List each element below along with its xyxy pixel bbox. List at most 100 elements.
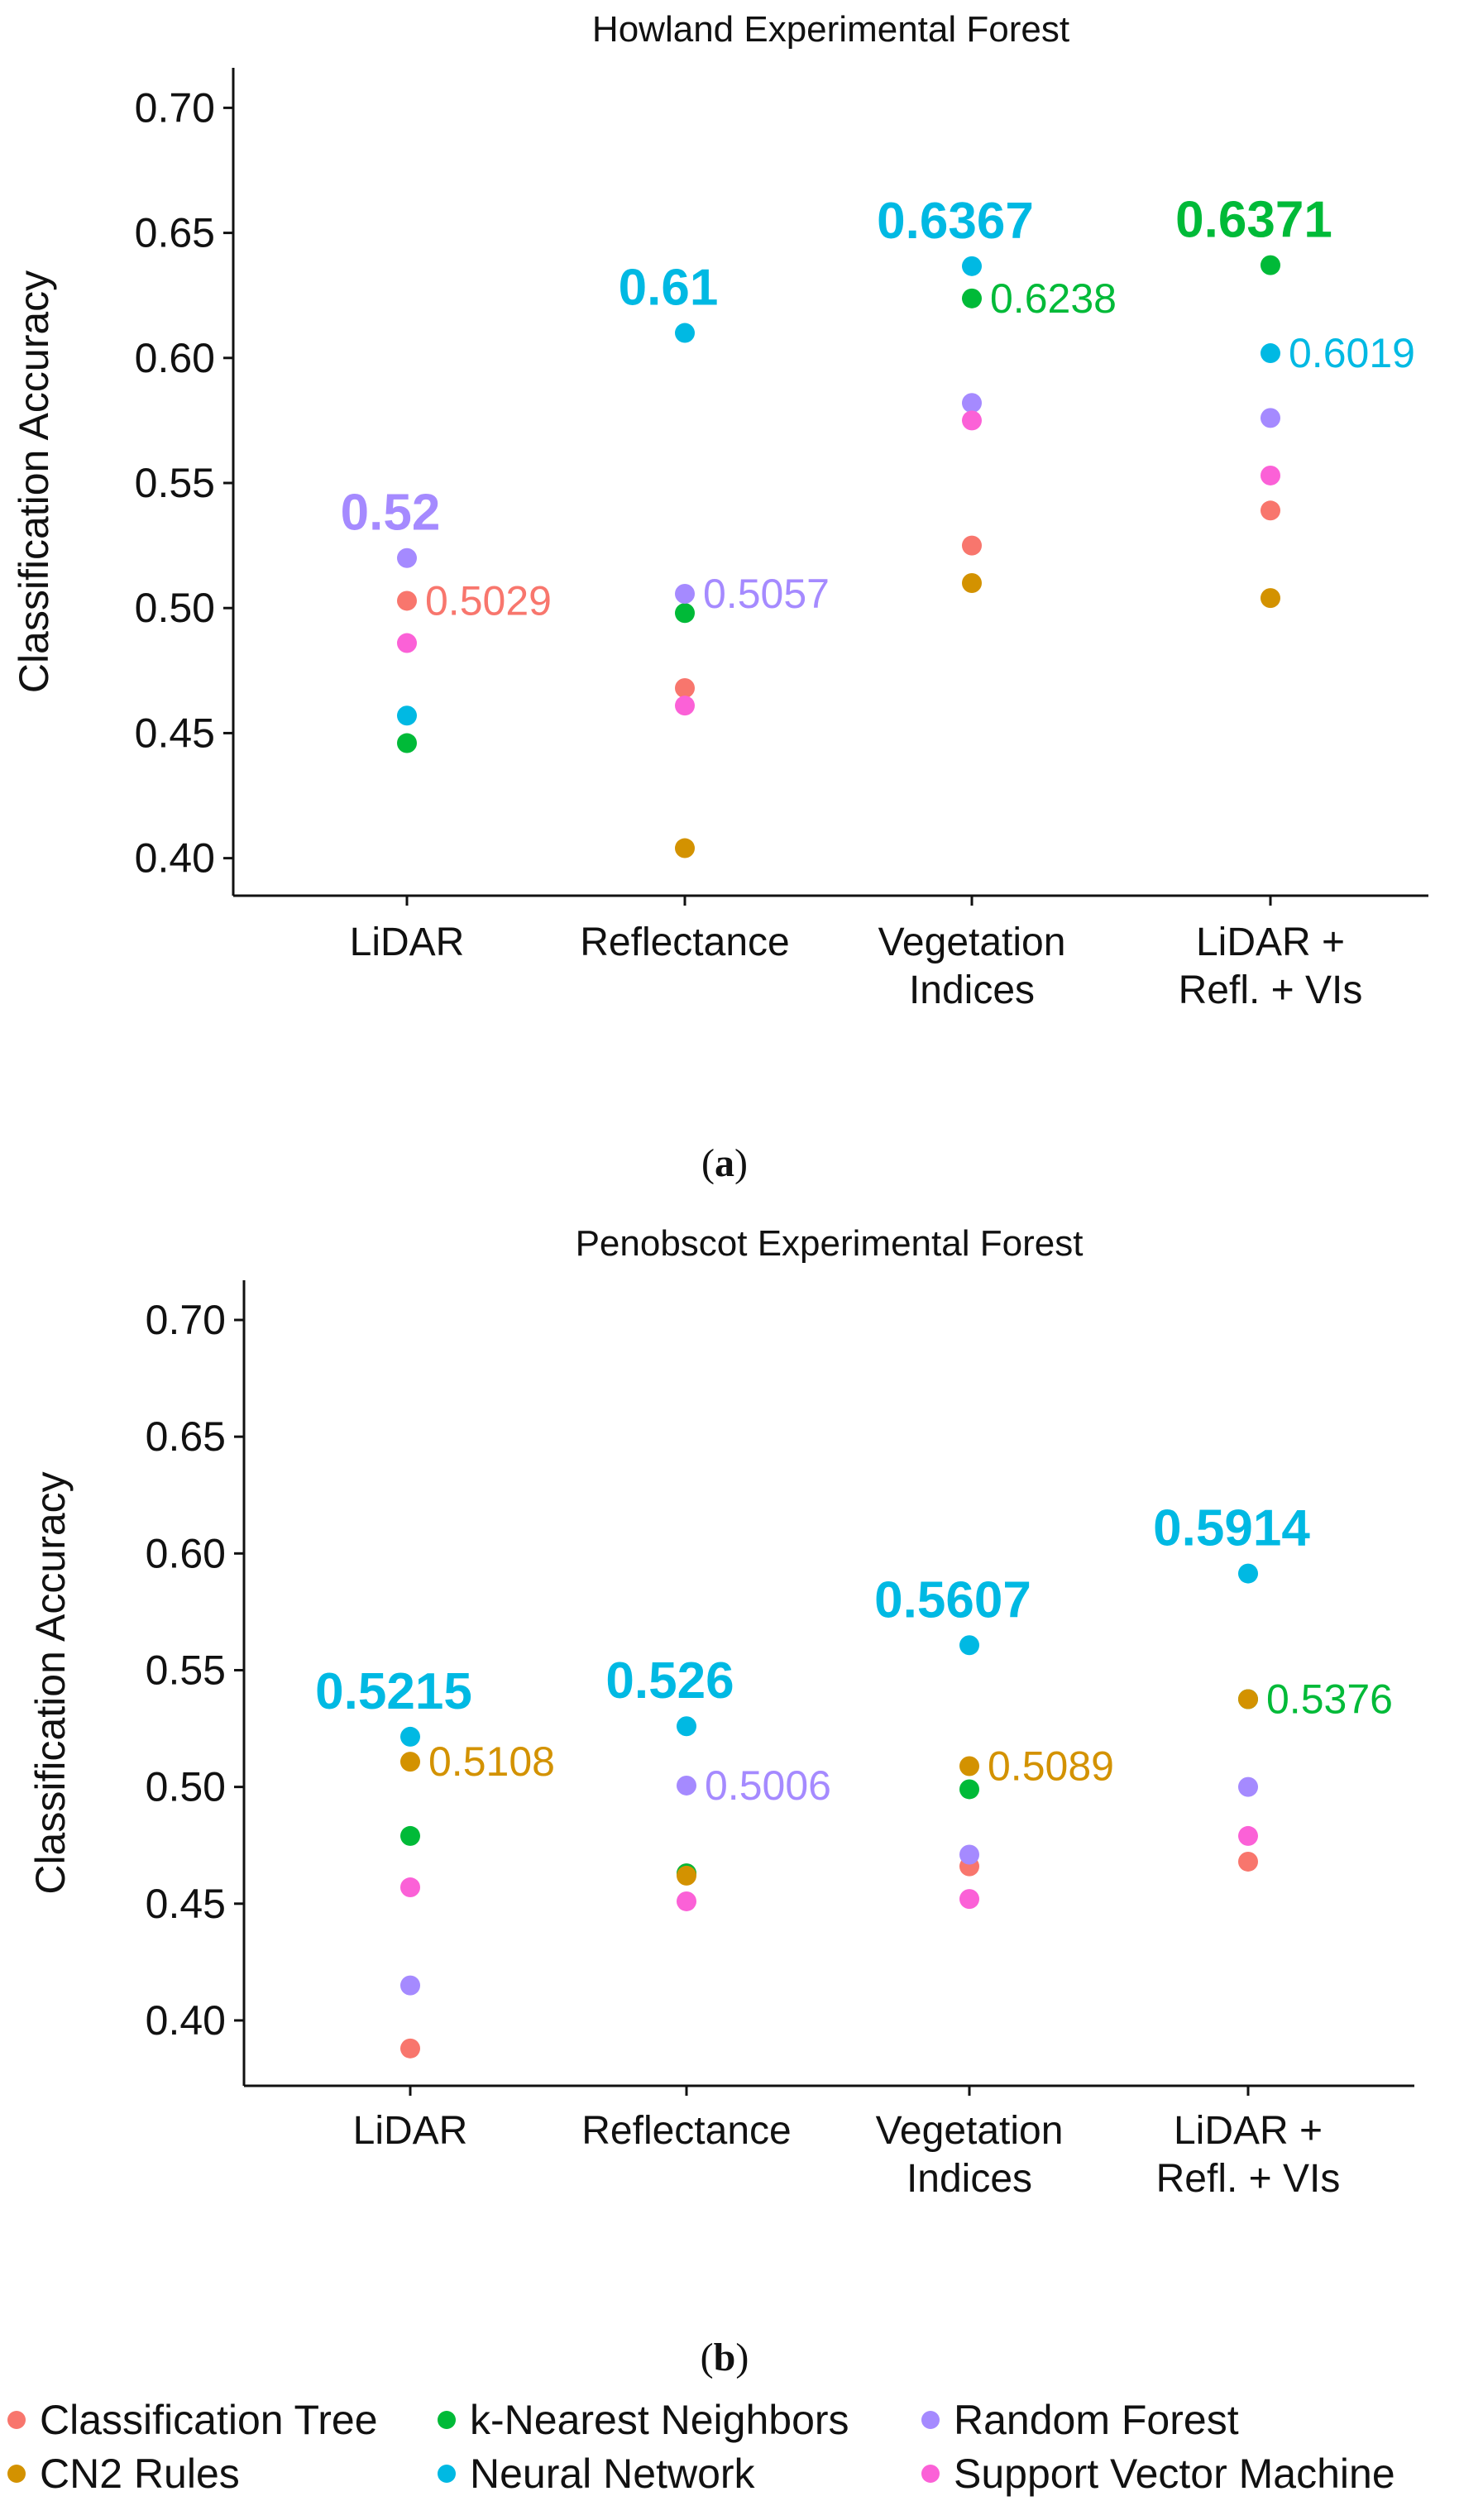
y-tick-label: 0.40 <box>135 835 215 882</box>
data-point <box>959 1779 979 1800</box>
y-tick-label: 0.70 <box>146 1297 226 1343</box>
panel-caption: (b) <box>701 2336 749 2379</box>
legend-label: k-Nearest Neighbors <box>470 2397 849 2443</box>
x-tick-label: LiDAR + <box>1174 2109 1323 2153</box>
caption-close: ) <box>735 2336 749 2379</box>
legend: Classification Tree k-Nearest Neighbors Ra… <box>7 2397 1395 2497</box>
best-value-label: 0.5914 <box>1153 1500 1310 1557</box>
data-point <box>397 705 417 726</box>
x-tick-label: Refl. + VIs <box>1156 2157 1341 2201</box>
data-point <box>675 603 695 624</box>
second-value-label: 0.5089 <box>988 1743 1114 1790</box>
data-point <box>959 1635 979 1656</box>
y-axis-label: Classification Accuracy <box>27 1471 74 1894</box>
x-tick-label: Vegetation <box>878 920 1066 964</box>
y-tick-label: 0.60 <box>146 1530 226 1576</box>
data-point <box>962 410 982 431</box>
caption-letter: a <box>715 1141 734 1185</box>
data-point <box>1261 255 1280 275</box>
y-axis-label: Classification Accuracy <box>11 270 57 693</box>
data-point <box>1238 1825 1258 1846</box>
x-tick-label: Reflectance <box>580 920 789 964</box>
data-point <box>675 838 695 858</box>
data-point <box>962 572 982 593</box>
data-point <box>1261 343 1280 364</box>
best-value-label: 0.6371 <box>1175 192 1332 249</box>
y-tick-label: 0.65 <box>135 210 215 256</box>
y-tick-label: 0.50 <box>146 1764 226 1810</box>
panel-a: Howland Experimental Forest 0.40 0.45 0.50 0… <box>11 9 1428 1185</box>
data-point <box>962 256 982 276</box>
data-point <box>397 733 417 753</box>
data-point <box>1238 1689 1258 1709</box>
panel-b: Penobscot Experimental Forest 0.40 0.45 0.5… <box>27 1223 1414 2379</box>
caption-open: ( <box>701 2336 714 2379</box>
best-value-label: 0.61 <box>619 260 719 317</box>
second-value-label: 0.6238 <box>990 275 1117 322</box>
data-point <box>1238 1563 1258 1584</box>
caption-close: ) <box>734 1141 748 1185</box>
y-tick-label: 0.70 <box>135 84 215 131</box>
data-point <box>397 548 417 568</box>
best-value-label: 0.6367 <box>877 193 1034 250</box>
data-point <box>962 535 982 556</box>
best-value-label: 0.5215 <box>315 1663 472 1720</box>
legend-swatch <box>438 2411 456 2429</box>
caption-letter: b <box>714 2336 736 2379</box>
x-tick-label: LiDAR <box>350 920 465 964</box>
second-value-label: 0.5376 <box>1266 1676 1393 1722</box>
chart-title: Howland Experimental Forest <box>592 9 1069 50</box>
data-point <box>400 2038 420 2059</box>
legend-label: CN2 Rules <box>40 2451 240 2497</box>
data-point <box>1261 408 1280 428</box>
second-value-label: 0.5006 <box>705 1762 831 1809</box>
legend-swatch <box>921 2411 940 2429</box>
data-point <box>959 1756 979 1776</box>
data-point <box>400 1877 420 1898</box>
y-tick-label: 0.45 <box>146 1881 226 1927</box>
y-tick-label: 0.45 <box>135 710 215 756</box>
legend-label: Classification Tree <box>40 2397 378 2443</box>
data-point <box>675 323 695 343</box>
data-point <box>677 1891 696 1911</box>
data-point <box>675 583 695 604</box>
y-tick-label: 0.60 <box>135 335 215 381</box>
data-point <box>1238 1851 1258 1872</box>
data-point <box>677 1865 696 1886</box>
data-point <box>400 1975 420 1996</box>
best-value-label: 0.5607 <box>874 1571 1031 1628</box>
data-point <box>675 677 695 698</box>
x-tick-label: LiDAR + <box>1196 920 1345 964</box>
y-tick-label: 0.65 <box>146 1413 226 1460</box>
chart-title: Penobscot Experimental Forest <box>576 1223 1084 1264</box>
data-point <box>959 1844 979 1865</box>
x-tick-label: Indices <box>907 2157 1032 2201</box>
second-value-label: 0.5108 <box>428 1738 555 1785</box>
x-tick-label: Indices <box>909 968 1035 1012</box>
legend-swatch <box>7 2465 26 2483</box>
legend-swatch <box>438 2465 456 2483</box>
x-tick-label: LiDAR <box>353 2109 468 2153</box>
best-value-label: 0.526 <box>605 1652 734 1709</box>
second-value-label: 0.5057 <box>703 571 830 617</box>
x-tick-label: Vegetation <box>876 2109 1064 2153</box>
data-point <box>1261 588 1280 609</box>
legend-label: Random Forest <box>954 2397 1239 2443</box>
legend-swatch <box>921 2465 940 2483</box>
data-point <box>397 591 417 611</box>
data-point <box>400 1825 420 1846</box>
legend-swatch <box>7 2411 26 2429</box>
panel-caption: (a) <box>701 1141 748 1185</box>
data-point <box>1261 465 1280 485</box>
data-point <box>400 1752 420 1772</box>
data-point <box>962 288 982 308</box>
data-point <box>675 696 695 716</box>
data-point <box>1261 500 1280 521</box>
best-value-label: 0.52 <box>341 485 441 542</box>
y-tick-label: 0.55 <box>135 460 215 506</box>
y-tick-label: 0.50 <box>135 585 215 631</box>
data-point <box>1238 1776 1258 1797</box>
x-tick-label: Refl. + VIs <box>1179 968 1363 1012</box>
x-tick-label: Reflectance <box>581 2109 791 2153</box>
